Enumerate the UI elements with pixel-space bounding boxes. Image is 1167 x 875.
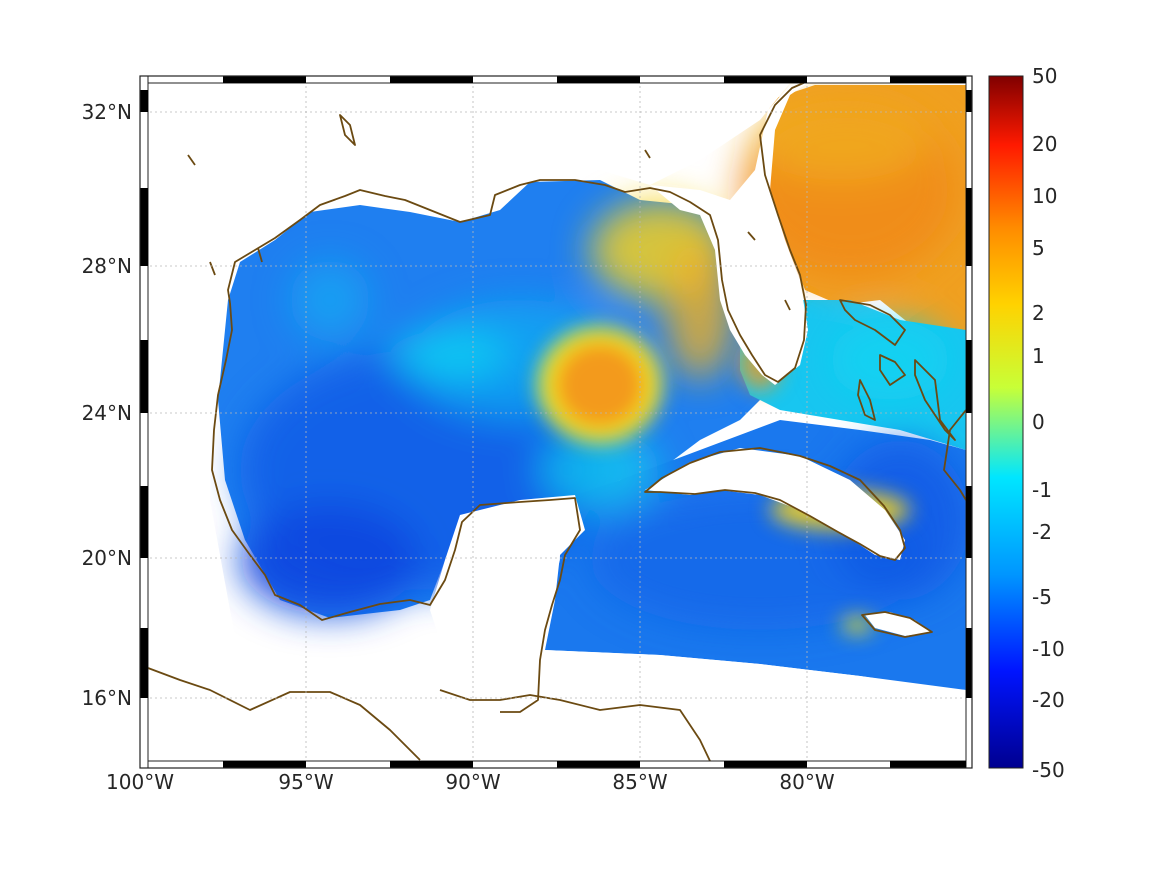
bahamas-coastline <box>839 299 956 441</box>
lat-label-16n: 16°N <box>82 686 132 710</box>
colorbar-label-0: 0 <box>1032 410 1045 434</box>
jamaica-coastline <box>861 611 933 638</box>
colorbar-label-neg10: -10 <box>1032 637 1065 661</box>
lon-label-85w: 85°W <box>612 770 667 794</box>
map-frame <box>139 75 973 769</box>
florida-land <box>650 83 808 385</box>
lat-label-32n: 32°N <box>82 100 132 124</box>
colorbar-label-neg5: -5 <box>1032 585 1052 609</box>
colorbar-label-10: 10 <box>1032 184 1057 208</box>
central-america-coastline <box>148 667 711 761</box>
cuba-land <box>645 448 905 560</box>
yucatan-land <box>430 495 585 660</box>
hispaniola-coastline <box>943 409 966 501</box>
lon-label-80w: 80°W <box>779 770 834 794</box>
latitude-labels: 32°N 28°N 24°N 20°N 16°N <box>82 100 132 710</box>
colorbar-label-neg50: -50 <box>1032 758 1065 782</box>
mexico-coastline <box>211 302 581 713</box>
mexico-coast-land <box>148 83 790 761</box>
colorbar-label-2: 2 <box>1032 301 1045 325</box>
lon-label-95w: 95°W <box>278 770 333 794</box>
colorbar-label-20: 20 <box>1032 132 1057 156</box>
colorbar-label-neg1: -1 <box>1032 478 1052 502</box>
gulf-coastline <box>227 83 807 383</box>
lat-label-20n: 20°N <box>82 546 132 570</box>
longitude-labels: 100°W 95°W 90°W 85°W 80°W <box>106 770 835 794</box>
colorbar-label-neg20: -20 <box>1032 688 1065 712</box>
lat-label-28n: 28°N <box>82 254 132 278</box>
colorbar-label-50: 50 <box>1032 64 1057 88</box>
colorbar-label-neg2: -2 <box>1032 520 1052 544</box>
map-grid <box>140 76 972 767</box>
cuba-coastline <box>644 447 906 561</box>
gulf-islands-coastline <box>187 114 791 311</box>
jamaica-land <box>865 612 932 636</box>
lat-label-24n: 24°N <box>82 401 132 425</box>
colorbar-label-1: 1 <box>1032 344 1045 368</box>
lon-label-90w: 90°W <box>445 770 500 794</box>
colorbar: 50 20 10 5 2 1 0 -1 -2 -5 -10 -20 -50 <box>988 64 1065 782</box>
lon-label-100w: 100°W <box>106 770 174 794</box>
colorbar-gradient <box>988 75 1024 769</box>
central-america-land <box>148 650 966 761</box>
colorbar-label-5: 5 <box>1032 236 1045 260</box>
